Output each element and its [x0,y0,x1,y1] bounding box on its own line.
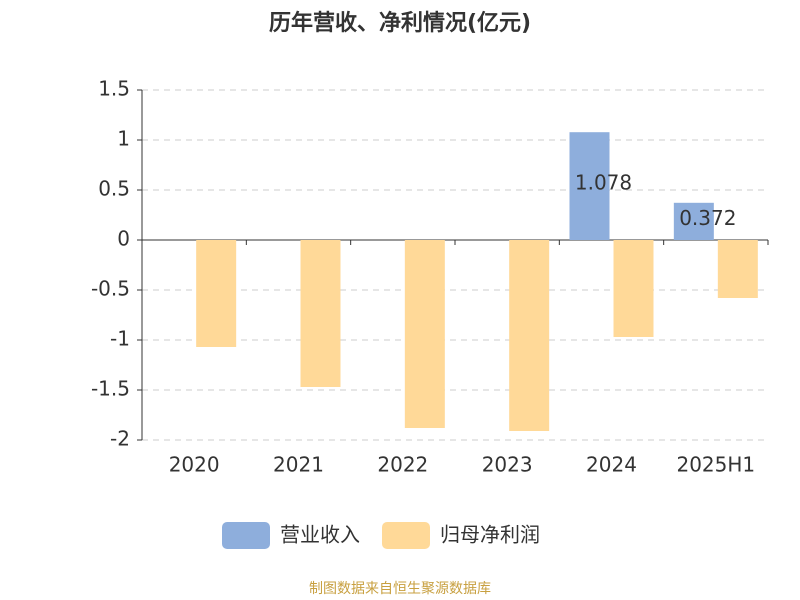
x-tick-label: 2020 [169,453,220,477]
bar [717,240,758,298]
x-tick-label: 2023 [482,453,533,477]
legend-label: 归母净利润 [440,523,540,547]
bar [300,240,341,387]
legend-swatch [382,522,430,549]
y-tick-label: 0 [117,227,130,251]
x-tick-label: 2024 [586,453,637,477]
bar [196,240,237,347]
bar [673,202,714,240]
x-tick-label: 2021 [273,453,324,477]
y-tick-label: -0.5 [91,277,130,301]
x-tick-label: 2025H1 [676,453,755,477]
value-label: 0.372 [679,206,736,230]
y-tick-label: 1.5 [98,77,130,101]
chart-title: 历年营收、净利情况(亿元) [269,10,531,36]
y-tick-label: 1 [117,127,130,151]
y-tick-label: -2 [110,427,130,451]
bar [509,240,550,431]
source-note: 制图数据来自恒生聚源数据库 [309,581,491,597]
legend-label: 营业收入 [280,523,360,547]
y-tick-label: 0.5 [98,177,130,201]
bar [613,240,654,337]
y-tick-label: -1.5 [91,377,130,401]
bar [404,240,445,428]
legend-swatch [222,522,270,549]
y-tick-label: -1 [110,327,130,351]
bar [569,132,610,240]
x-tick-label: 2022 [377,453,428,477]
value-label: 1.078 [575,171,632,195]
